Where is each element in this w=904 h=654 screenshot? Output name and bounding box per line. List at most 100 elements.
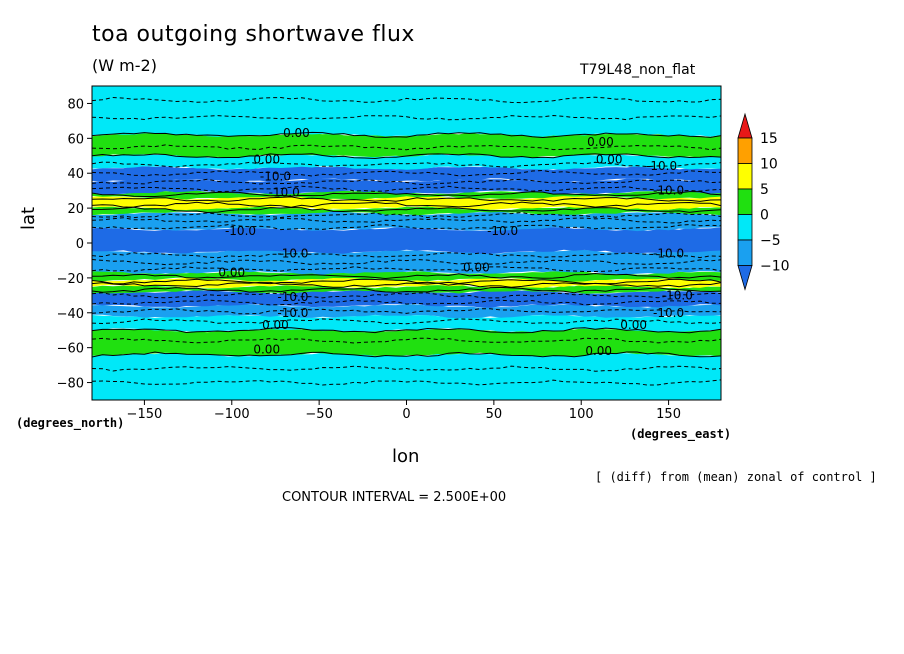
band-16 <box>92 153 721 170</box>
contour-label: -10.0 <box>646 159 677 173</box>
contour-label: 0.00 <box>253 152 280 166</box>
y-tick-label: 60 <box>67 132 84 147</box>
band-0 <box>92 352 721 400</box>
contour-label: 0.00 <box>262 318 289 332</box>
y-axis-label: lat <box>18 206 39 230</box>
colorbar-swatch <box>737 214 753 241</box>
run-label: T79L48_non_flat <box>580 62 696 78</box>
colorbar-swatch <box>737 137 753 164</box>
contour-lines <box>92 96 721 386</box>
contour-label: 0.00 <box>253 342 280 356</box>
band-17 <box>92 132 721 158</box>
band-4 <box>92 290 721 308</box>
chart-units: (W m-2) <box>92 56 157 75</box>
contour-line-22 <box>92 211 721 219</box>
colorbar-swatch <box>737 188 753 215</box>
contour-line-5 <box>92 365 721 372</box>
contour-label: -10.0 <box>653 306 684 320</box>
contour-interval: CONTOUR INTERVAL = 2.500E+00 <box>282 490 507 505</box>
contour-label: -10.0 <box>260 170 291 184</box>
band-8 <box>92 249 721 275</box>
contour-line-29 <box>92 169 721 177</box>
colorbar-label: 5 <box>760 182 769 198</box>
contour-label: -10.0 <box>653 184 684 198</box>
contour-line-2 <box>92 131 721 139</box>
x-tick-label: 50 <box>486 407 503 422</box>
y-tick-label: 0 <box>76 237 84 252</box>
contour-line-11 <box>92 299 721 306</box>
y-tick-label: −80 <box>57 377 84 392</box>
y-tick-label: 40 <box>67 167 84 182</box>
colorbar-swatch <box>737 112 753 139</box>
colorbar-swatch <box>737 265 753 291</box>
contour-line-28 <box>92 178 721 186</box>
contour-line-27 <box>92 185 721 193</box>
colorbar-label: −5 <box>760 233 781 249</box>
contour-label: -10.0 <box>277 306 308 320</box>
y-tick-label: 80 <box>67 97 84 112</box>
contour-line-16 <box>92 272 721 280</box>
contour-line-8 <box>92 96 721 104</box>
contour-line-9 <box>92 318 721 325</box>
diff-note: [ (diff) from (mean) zonal of control ] <box>595 470 877 484</box>
band-15 <box>92 166 721 183</box>
x-axis-unit: (degrees_east) <box>630 427 732 441</box>
x-tick-label: −150 <box>127 407 163 422</box>
contour-labels: 0.000.000.000.00 -10.0-10.0-10.0 -10.0-10.… <box>218 126 692 358</box>
contour-label: -10.0 <box>662 288 693 302</box>
contour-line-25 <box>92 196 721 202</box>
contour-line-6 <box>92 379 721 386</box>
contour-label: 0.00 <box>596 152 623 166</box>
contour-line-31 <box>92 144 721 151</box>
contour-label: 0.00 <box>218 266 245 280</box>
x-tick-label: −50 <box>305 407 332 422</box>
band-3 <box>92 303 721 319</box>
x-axis-label: lon <box>392 446 420 467</box>
band-7 <box>92 270 721 282</box>
contour-label: -10.0 <box>225 224 256 238</box>
contour-line-18 <box>92 259 721 266</box>
band-11 <box>92 206 721 216</box>
colorbar-label: −10 <box>760 259 790 275</box>
contour-label: 0.00 <box>463 260 490 274</box>
contour-line-14 <box>92 281 721 288</box>
x-tick-label: 100 <box>569 407 594 422</box>
y-tick-label: −20 <box>57 272 84 287</box>
colorbar-label: 10 <box>760 157 778 173</box>
contour-line-13 <box>92 286 721 294</box>
contour-line-30 <box>92 161 721 168</box>
colorbar-swatch <box>737 239 753 266</box>
x-tick-label: 150 <box>656 407 681 422</box>
band-10 <box>92 211 721 232</box>
y-tick-label: −40 <box>57 307 84 322</box>
band-14 <box>92 178 721 195</box>
contour-line-10 <box>92 308 721 315</box>
colorbar-swatch <box>737 163 753 190</box>
contour-label: -10.0 <box>269 185 300 199</box>
contour-label: -10.0 <box>277 246 308 260</box>
colorbar-label: 15 <box>760 131 778 147</box>
contour-line-3 <box>92 153 721 160</box>
contour-line-1 <box>92 326 721 334</box>
contour-line-7 <box>92 114 721 121</box>
contour-line-4 <box>92 337 721 344</box>
contour-label: 0.00 <box>585 344 612 358</box>
x-tick-label: 0 <box>402 407 410 422</box>
y-axis: −80 −60 −40 −20 0 20 40 60 80 <box>57 97 92 392</box>
filled-bands <box>92 86 721 400</box>
contour-label: 0.00 <box>620 318 647 332</box>
contour-label: -10.0 <box>653 246 684 260</box>
contour-line-12 <box>92 292 721 299</box>
y-tick-label: 20 <box>67 202 84 217</box>
contour-label: -10.0 <box>487 224 518 238</box>
y-tick-label: −60 <box>57 342 84 357</box>
band-1 <box>92 328 721 357</box>
contour-line-21 <box>92 217 721 224</box>
contour-line-20 <box>92 224 721 231</box>
contour-line-19 <box>92 252 721 259</box>
band-18 <box>92 86 721 137</box>
contour-line-0 <box>92 351 721 358</box>
colorbar: −10 −5 0 5 10 15 <box>737 112 790 291</box>
contour-line-17 <box>92 266 721 272</box>
